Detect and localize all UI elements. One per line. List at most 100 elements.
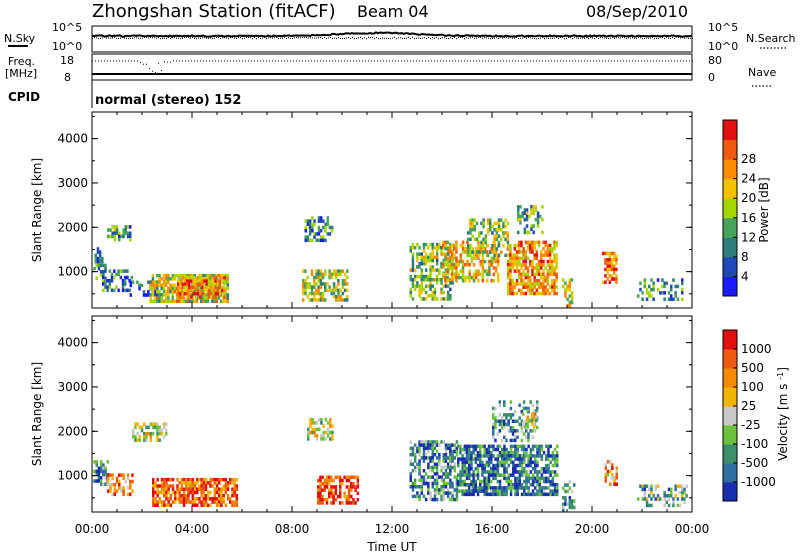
data-cell (163, 503, 166, 507)
data-cell (496, 463, 500, 468)
data-cell (422, 258, 426, 263)
data-cell (416, 265, 419, 269)
data-cell (526, 421, 529, 426)
data-cell (97, 472, 101, 477)
data-cell (455, 494, 459, 499)
data-cell (203, 279, 206, 283)
data-cell (182, 503, 186, 507)
data-cell (509, 486, 513, 490)
data-cell (104, 476, 107, 480)
data-cell (162, 299, 166, 303)
velocity-cells (93, 400, 688, 513)
data-cell (542, 240, 545, 245)
data-cell (420, 271, 423, 276)
data-cell (564, 287, 567, 292)
data-cell (518, 460, 522, 465)
data-cell (606, 258, 609, 262)
data-cell (645, 500, 649, 504)
data-cell (427, 294, 430, 298)
data-cell (678, 503, 682, 508)
data-cell (420, 262, 423, 266)
data-cell (540, 291, 543, 296)
data-cell (520, 250, 523, 254)
data-cell (475, 237, 479, 242)
data-cell (507, 243, 510, 248)
data-cell (520, 409, 524, 414)
colorbar-tick-label: 12 (741, 230, 756, 244)
data-cell (515, 291, 519, 296)
data-cell (511, 429, 515, 433)
data-cell (199, 288, 202, 293)
data-cell (551, 247, 554, 251)
data-cell (526, 266, 530, 270)
data-cell (545, 476, 548, 481)
data-cell (643, 494, 647, 498)
data-cell (201, 279, 204, 283)
data-cell (444, 453, 448, 457)
data-cell (418, 274, 421, 279)
data-cell (517, 214, 520, 219)
data-cell (306, 238, 310, 243)
data-cell (459, 447, 462, 452)
data-cell (191, 477, 195, 482)
colorbar-tick-label: -100 (741, 437, 768, 451)
data-cell (534, 205, 538, 209)
data-cell (505, 454, 508, 458)
data-cell (409, 294, 412, 298)
data-cell (512, 486, 515, 490)
colorbar-swatch (723, 349, 737, 369)
data-cell (570, 489, 574, 494)
colorbar-swatch (723, 178, 737, 199)
data-cell (534, 479, 537, 484)
data-cell (163, 477, 166, 482)
data-cell (480, 231, 483, 235)
data-cell (514, 467, 517, 471)
data-cell (319, 475, 322, 480)
data-cell (431, 265, 434, 269)
data-cell (218, 503, 221, 507)
data-cell (518, 243, 521, 248)
data-cell (507, 486, 511, 490)
data-cell (129, 231, 132, 235)
data-cell (487, 483, 491, 487)
data-cell (656, 287, 660, 292)
data-cell (446, 297, 450, 301)
data-cell (568, 294, 572, 298)
data-cell (190, 276, 193, 280)
data-cell (199, 282, 202, 286)
data-cell (313, 295, 316, 299)
data-cell (176, 490, 179, 495)
data-cell (509, 413, 513, 417)
data-cell (438, 271, 441, 276)
data-cell (346, 295, 349, 299)
data-cell (152, 503, 155, 507)
data-cell (163, 487, 166, 491)
data-cell (494, 416, 497, 420)
data-cell (540, 253, 543, 257)
colorbar-swatch (723, 217, 737, 238)
data-cell (536, 214, 540, 219)
data-cell (533, 429, 537, 433)
data-cell (126, 225, 130, 229)
data-cell (429, 494, 432, 499)
data-cell (540, 272, 543, 277)
data-cell (685, 494, 688, 498)
data-cell (465, 457, 469, 461)
data-cell (656, 497, 660, 501)
data-cell (526, 275, 530, 280)
data-cell (535, 240, 539, 245)
data-cell (156, 286, 159, 291)
data-cell (174, 497, 177, 501)
beam-label: Beam 04 (357, 2, 429, 21)
data-cell (424, 258, 428, 263)
data-cell (173, 289, 177, 294)
colorbar-swatch (723, 120, 737, 141)
data-cell (529, 288, 532, 293)
data-cell (302, 269, 305, 273)
data-cell (556, 473, 559, 477)
data-cell (122, 489, 125, 493)
data-cell (648, 494, 651, 498)
data-cell (457, 275, 460, 280)
data-cell (110, 272, 114, 277)
data-cell (492, 489, 495, 493)
